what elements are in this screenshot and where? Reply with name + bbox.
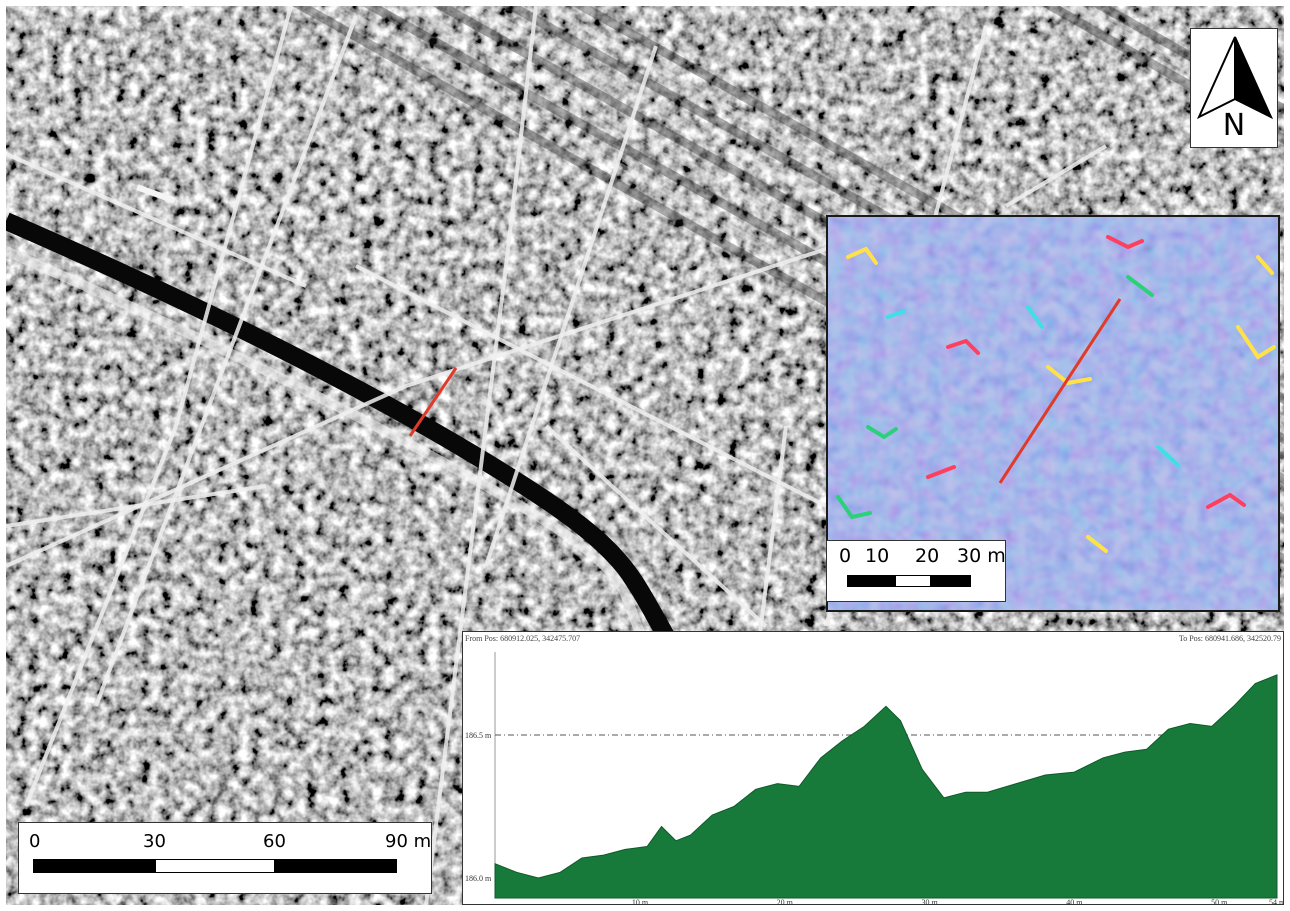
- main-scale-segment: [155, 859, 275, 873]
- north-arrow-icon: [1196, 36, 1274, 120]
- main-scale-segment: [275, 859, 397, 873]
- profile-x-label: 20 m: [777, 898, 794, 905]
- profile-transect-line[interactable]: [408, 367, 458, 437]
- profile-x-label: 10 m: [632, 898, 649, 905]
- inset-scale-label: 30 m: [957, 545, 1006, 567]
- profile-y-label: 186.0 m: [465, 874, 492, 883]
- inset-scale-segment: [895, 575, 931, 587]
- elevation-profile-chart[interactable]: 186.5 m 186.0 m 10 m 20 m 30 m 40 m 50 m 54 m: [463, 632, 1284, 905]
- main-scale-label: 0: [29, 831, 41, 852]
- profile-x-label: 30 m: [921, 898, 938, 905]
- to-position: To Pos: 680941.686, 342520.79: [1178, 634, 1281, 643]
- main-scale-bar: 0 30 60 90 m: [18, 822, 432, 894]
- profile-x-label: 54 m: [1269, 898, 1284, 905]
- trench-feature[interactable]: [6, 212, 674, 641]
- main-scale-label: 30: [143, 831, 166, 852]
- main-scale-label: 90 m: [385, 831, 432, 852]
- inset-scale-label: 0: [839, 545, 852, 567]
- north-arrow: N: [1190, 28, 1278, 148]
- profile-x-label: 50 m: [1211, 898, 1228, 905]
- inset-scale-label: 20: [915, 545, 940, 567]
- terrain-profile-area[interactable]: [494, 674, 1278, 899]
- main-scale-segment: [33, 859, 155, 873]
- main-scale-label: 60: [263, 831, 286, 852]
- inset-transect-line[interactable]: [998, 298, 1122, 484]
- from-position: From Pos: 680912.025, 342475.707: [465, 634, 581, 643]
- elevation-profile-panel[interactable]: From Pos: 680912.025, 342475.707 To Pos:…: [462, 631, 1284, 905]
- inset-scale-segment: [931, 575, 971, 587]
- north-label: N: [1222, 108, 1246, 143]
- profile-x-label: 40 m: [1066, 898, 1083, 905]
- inset-scale-bar: 0 10 20 30 m: [826, 540, 1006, 602]
- inset-scale-label: 10: [865, 545, 890, 567]
- profile-y-label: 186.5 m: [465, 731, 492, 740]
- inset-scale-segment: [847, 575, 895, 587]
